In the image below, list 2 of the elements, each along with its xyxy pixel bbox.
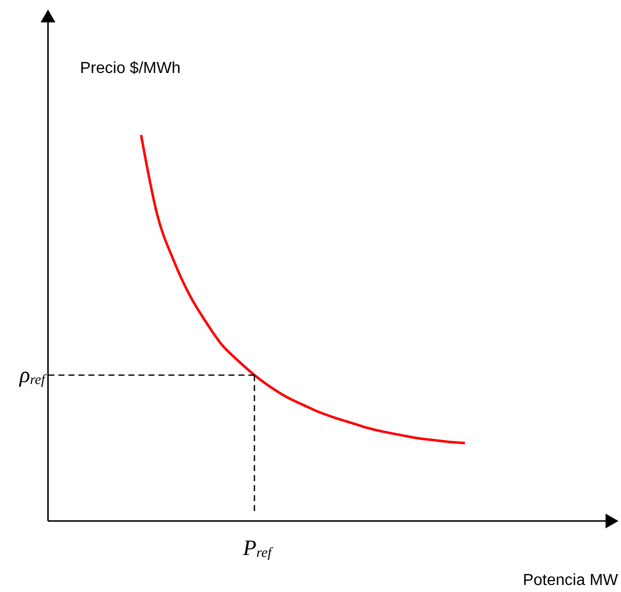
x-axis-title: Potencia MW <box>522 572 619 589</box>
y-axis-title: Precio $/MWh <box>80 60 180 77</box>
